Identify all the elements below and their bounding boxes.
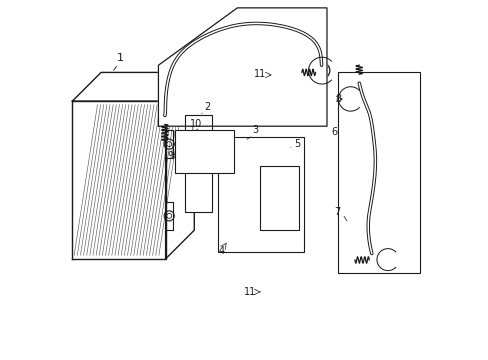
Text: 6: 6 [330, 127, 336, 136]
Text: 4: 4 [218, 246, 224, 256]
Text: 11: 11 [244, 287, 256, 297]
Bar [185, 116, 212, 212]
Text: 8: 8 [334, 94, 341, 104]
Text: 7: 7 [334, 207, 340, 217]
Text: 9: 9 [167, 150, 174, 161]
Polygon shape [158, 8, 326, 126]
Text: 3: 3 [252, 125, 258, 135]
Text: 2: 2 [204, 102, 210, 112]
Bar [217, 137, 303, 252]
Bar [337, 72, 419, 273]
Bar [260, 166, 298, 230]
Text: 11: 11 [253, 69, 265, 79]
Text: 10: 10 [189, 119, 202, 129]
Text: 5: 5 [293, 139, 300, 149]
Bar [174, 130, 233, 173]
Text: 4: 4 [211, 149, 217, 159]
Text: 1: 1 [117, 53, 124, 63]
